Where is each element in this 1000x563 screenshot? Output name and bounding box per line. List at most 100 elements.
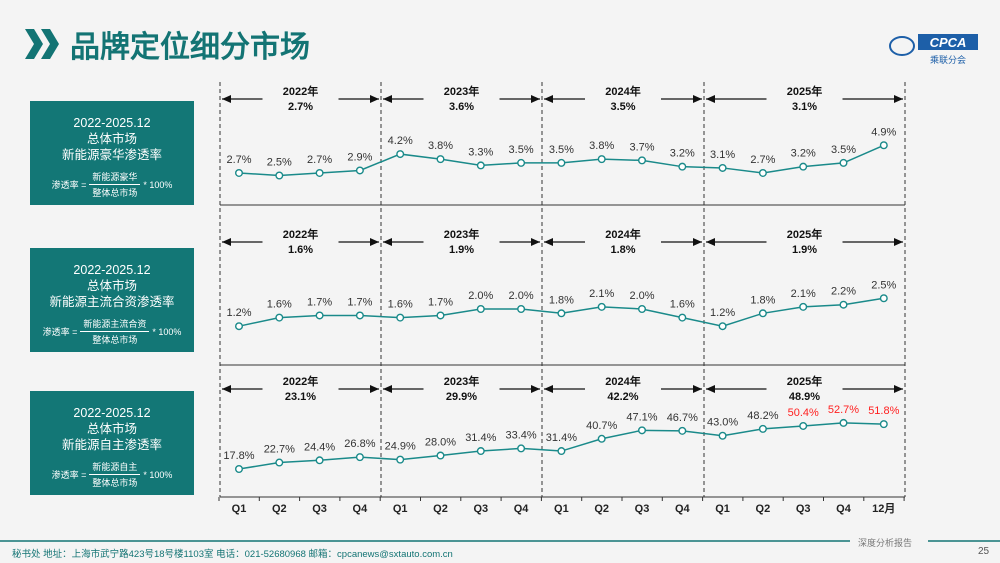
formula: 渗透率 = 新能源主流合资 整体总市场 * 100% xyxy=(30,316,194,347)
numerator: 新能源自主 xyxy=(89,459,141,475)
data-point xyxy=(638,426,647,435)
data-label: 3.5% xyxy=(831,144,856,156)
chevron-icon xyxy=(25,29,59,59)
numerator: 新能源主流合资 xyxy=(80,316,150,332)
data-label: 2.0% xyxy=(629,290,654,302)
arrow-head-left xyxy=(544,95,553,103)
x-tick-label: Q2 xyxy=(272,503,287,515)
data-label: 48.2% xyxy=(747,410,778,422)
x-tick-label: Q4 xyxy=(675,503,691,515)
data-point xyxy=(718,322,727,331)
data-label: 3.1% xyxy=(710,149,735,161)
year-label: 2022年 xyxy=(283,84,318,98)
arrow-head-right xyxy=(894,238,903,246)
report-label: 深度分析报告 xyxy=(858,539,913,549)
data-point xyxy=(678,313,687,322)
data-label: 4.2% xyxy=(388,135,413,147)
formula: 渗透率 = 新能源自主 整体总市场 * 100% xyxy=(30,459,194,490)
year-average: 1.9% xyxy=(449,244,474,256)
data-label: 24.9% xyxy=(385,441,416,453)
data-point xyxy=(557,447,566,456)
x-tick-label: Q3 xyxy=(473,503,488,515)
arrow-head-right xyxy=(894,385,903,393)
data-label: 2.5% xyxy=(267,157,292,169)
multiplier: * 100% xyxy=(143,179,173,190)
data-point xyxy=(638,305,647,314)
data-point xyxy=(597,155,606,164)
data-point xyxy=(758,168,767,177)
data-point xyxy=(355,311,364,320)
data-point xyxy=(799,302,808,311)
x-tick-label: Q2 xyxy=(756,503,771,515)
year-average: 1.6% xyxy=(288,244,313,256)
arrow-head-left xyxy=(383,95,392,103)
data-point xyxy=(758,309,767,318)
data-label: 1.7% xyxy=(307,296,332,308)
data-label: 1.7% xyxy=(428,296,453,308)
data-label: 1.8% xyxy=(750,294,775,306)
x-tick-label: Q3 xyxy=(796,503,811,515)
year-average: 2.7% xyxy=(288,101,313,113)
data-point xyxy=(315,311,324,320)
arrow-head-left xyxy=(383,238,392,246)
arrow-head-left xyxy=(706,385,715,393)
arrow-head-left xyxy=(222,95,231,103)
data-label: 1.7% xyxy=(347,296,372,308)
data-point xyxy=(315,456,324,465)
year-average: 23.1% xyxy=(285,391,316,403)
formula: 渗透率 = 新能源豪华 整体总市场 * 100% xyxy=(30,169,194,200)
x-tick-label: Q2 xyxy=(594,503,609,515)
data-point xyxy=(839,418,848,427)
arrow-head-right xyxy=(370,238,379,246)
data-label: 2.0% xyxy=(509,290,534,302)
data-point xyxy=(436,155,445,164)
data-point xyxy=(597,302,606,311)
data-label: 1.6% xyxy=(670,299,695,311)
data-label: 17.8% xyxy=(223,450,254,462)
data-label: 26.8% xyxy=(344,438,375,450)
data-label: 3.2% xyxy=(791,148,816,160)
x-tick-label: Q4 xyxy=(353,503,369,515)
arrow-head-right xyxy=(370,385,379,393)
formula-label: 渗透率 = xyxy=(51,470,87,480)
data-point xyxy=(436,311,445,320)
market: 总体市场 xyxy=(86,279,137,293)
data-point xyxy=(718,163,727,172)
x-tick-label: Q3 xyxy=(635,503,650,515)
year-label: 2025年 xyxy=(787,374,822,388)
market: 总体市场 xyxy=(86,132,137,146)
data-label: 2.2% xyxy=(831,286,856,298)
data-label: 2.9% xyxy=(347,151,372,163)
footer-address: 秘书处 地址：上海市武宁路423号18号楼1103室 电话：021-526809… xyxy=(12,549,453,560)
data-label: 43.0% xyxy=(707,417,738,429)
year-average: 3.6% xyxy=(449,101,474,113)
data-label: 2.5% xyxy=(871,279,896,291)
metric-name: 新能源主流合资渗透率 xyxy=(49,295,175,309)
data-label: 52.7% xyxy=(828,404,859,416)
data-label: 2.1% xyxy=(791,288,816,300)
arrow-head-right xyxy=(531,95,540,103)
data-label: 1.2% xyxy=(710,307,735,319)
data-label: 40.7% xyxy=(586,420,617,432)
data-point xyxy=(234,322,243,331)
data-label: 50.4% xyxy=(788,407,819,419)
data-point xyxy=(436,451,445,460)
data-point xyxy=(476,305,485,314)
data-point xyxy=(799,162,808,171)
data-label: 3.3% xyxy=(468,146,493,158)
series-line xyxy=(238,422,884,470)
arrow-head-left xyxy=(383,385,392,393)
data-point xyxy=(879,294,888,303)
arrow-head-left xyxy=(706,238,715,246)
data-point xyxy=(396,455,405,464)
multiplier: * 100% xyxy=(152,326,182,337)
svg-text:乘联分会: 乘联分会 xyxy=(930,54,966,65)
data-point xyxy=(597,434,606,443)
data-label: 46.7% xyxy=(667,412,698,424)
year-label: 2025年 xyxy=(787,227,822,241)
data-point xyxy=(275,313,284,322)
x-tick-label: Q4 xyxy=(514,503,530,515)
year-average: 42.2% xyxy=(607,391,638,403)
year-label: 2023年 xyxy=(444,84,479,98)
data-label: 1.6% xyxy=(267,299,292,311)
